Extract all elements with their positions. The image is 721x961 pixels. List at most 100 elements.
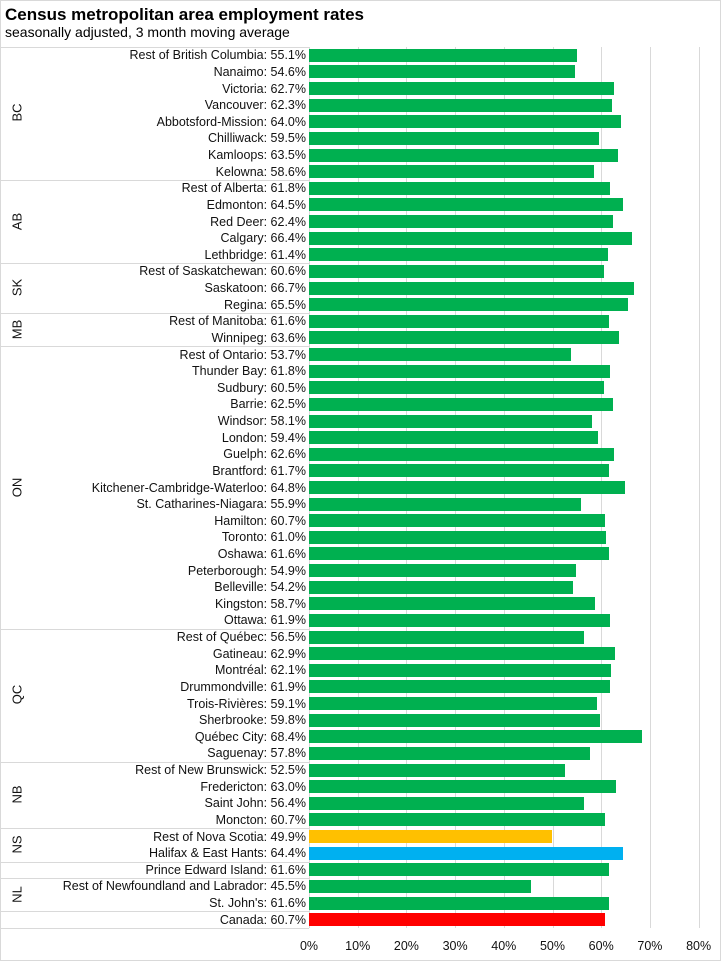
x-tick-label: 20% [393, 939, 419, 953]
bar[interactable] [309, 830, 552, 844]
bar[interactable] [309, 397, 614, 411]
bar-label: Oshawa: 61.6% [217, 546, 306, 561]
bar[interactable] [309, 813, 605, 827]
bar-label: Halifax & East Hants: 64.4% [148, 846, 306, 861]
bar-label: Toronto: 61.0% [221, 530, 306, 545]
bar-label: Ottawa: 61.9% [224, 613, 306, 628]
bar[interactable] [309, 381, 604, 395]
bar-label: Saguenay: 57.8% [207, 746, 306, 761]
bar[interactable] [309, 231, 633, 245]
bar[interactable] [309, 431, 599, 445]
bar-label: Peterborough: 54.9% [187, 563, 306, 578]
bar[interactable] [309, 514, 605, 528]
x-tick-label: 50% [539, 939, 566, 953]
group-separator [1, 629, 309, 630]
bar-label: St. Catharines-Niagara: 55.9% [136, 497, 306, 512]
bar[interactable] [309, 314, 609, 328]
bar[interactable] [309, 348, 571, 362]
bar[interactable] [309, 680, 611, 694]
bar[interactable] [309, 780, 616, 794]
group-separator [1, 346, 309, 347]
chart-subtitle: seasonally adjusted, 3 month moving aver… [5, 24, 290, 40]
bar[interactable] [309, 131, 599, 145]
bar-label: Guelph: 62.6% [223, 447, 306, 462]
bar-label: Saint John: 56.4% [204, 796, 306, 811]
bar-label: Québec City: 68.4% [194, 729, 306, 744]
group-label-nb: NB [9, 785, 25, 804]
bar-label: Rest of Saskatchewan: 60.6% [139, 264, 306, 279]
bar-label: Nanaimo: 54.6% [213, 64, 306, 79]
bar-label: Rest of Manitoba: 61.6% [169, 314, 306, 329]
bar[interactable] [309, 165, 595, 179]
group-label-ns: NS [9, 835, 25, 854]
group-label-mb: MB [9, 319, 25, 339]
bar[interactable] [309, 613, 611, 627]
bar[interactable] [309, 630, 585, 644]
bar[interactable] [309, 215, 613, 229]
bar[interactable] [309, 464, 610, 478]
bar[interactable] [309, 181, 610, 195]
bar-label: Kitchener-Cambridge-Waterloo: 64.8% [91, 480, 306, 495]
bar[interactable] [309, 564, 577, 578]
group-separator [1, 911, 309, 912]
bar[interactable] [309, 530, 607, 544]
bar-label: Rest of Alberta: 61.8% [181, 181, 306, 196]
bar-label: Vancouver: 62.3% [204, 98, 306, 113]
bar[interactable] [309, 663, 612, 677]
bar[interactable] [309, 264, 605, 278]
bar-label: Kelowna: 58.6% [215, 164, 306, 179]
bar-label: Hamilton: 60.7% [214, 513, 306, 528]
bar[interactable] [309, 846, 623, 860]
bar-label: Saskatoon: 66.7% [204, 281, 306, 296]
bar-label: Rest of Newfoundland and Labrador: 45.5% [62, 879, 306, 894]
bar[interactable] [309, 913, 605, 927]
bar[interactable] [309, 48, 578, 62]
bar[interactable] [309, 331, 619, 345]
bar[interactable] [309, 364, 610, 378]
bar[interactable] [309, 248, 609, 262]
bar-label: Drummondville: 61.9% [180, 679, 306, 694]
bar[interactable] [309, 414, 592, 428]
group-label-qc: QC [9, 685, 25, 705]
gridline [699, 47, 700, 928]
bar[interactable] [309, 447, 614, 461]
bar[interactable] [309, 597, 595, 611]
bar[interactable] [309, 647, 616, 661]
bar[interactable] [309, 896, 609, 910]
bar-label: Red Deer: 62.4% [210, 214, 306, 229]
group-separator [1, 828, 309, 829]
group-label-sk: SK [9, 278, 25, 297]
bar-label: Kingston: 58.7% [214, 596, 306, 611]
bar[interactable] [309, 746, 591, 760]
bar[interactable] [309, 148, 619, 162]
bar[interactable] [309, 763, 565, 777]
bar[interactable] [309, 547, 609, 561]
bar[interactable] [309, 863, 609, 877]
bar-label: Gatineau: 62.9% [212, 646, 306, 661]
bar[interactable] [309, 98, 613, 112]
bar-label: Rest of British Columbia: 55.1% [129, 48, 306, 63]
bar[interactable] [309, 879, 531, 893]
bar-label: Moncton: 60.7% [215, 812, 306, 827]
bar[interactable] [309, 713, 601, 727]
bar[interactable] [309, 115, 621, 129]
bar[interactable] [309, 580, 573, 594]
bar[interactable] [309, 65, 575, 79]
group-separator [1, 878, 309, 879]
bar[interactable] [309, 796, 584, 810]
bar[interactable] [309, 497, 582, 511]
bar[interactable] [309, 730, 643, 744]
bar[interactable] [309, 198, 624, 212]
group-label-bc: BC [9, 103, 25, 123]
bar-label: Sudbury: 60.5% [217, 380, 306, 395]
x-tick-label: 0% [299, 939, 319, 953]
x-tick-label: 10% [345, 939, 371, 953]
bar[interactable] [309, 298, 628, 312]
bar-label: Canada: 60.7% [219, 912, 306, 927]
bar-label: Calgary: 66.4% [220, 231, 306, 246]
bar[interactable] [309, 481, 625, 494]
group-separator [1, 862, 309, 863]
bar[interactable] [309, 697, 597, 711]
bar[interactable] [309, 281, 634, 295]
bar[interactable] [309, 82, 615, 96]
